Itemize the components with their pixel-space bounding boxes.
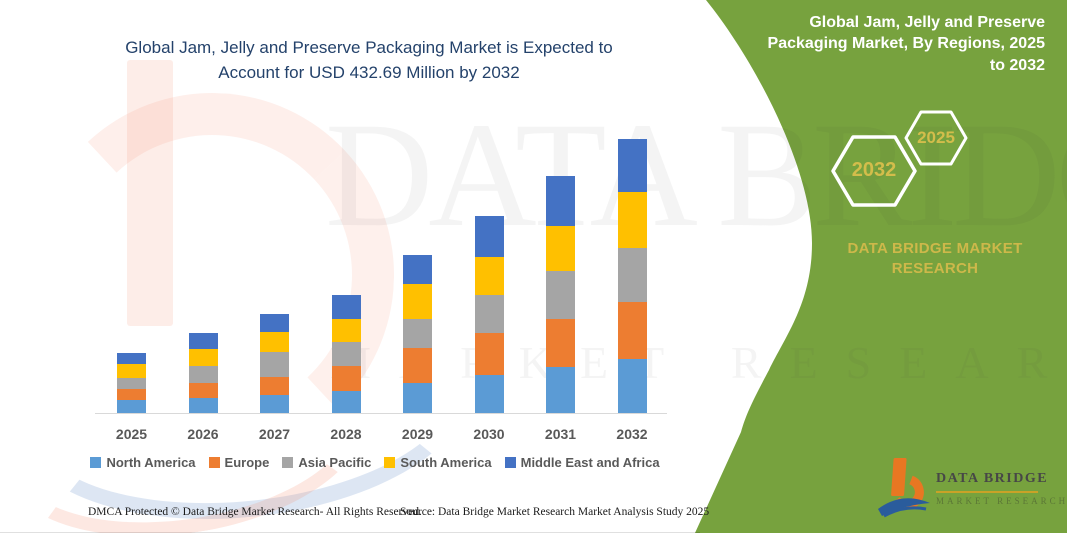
x-axis-label: 2030 (473, 426, 505, 442)
legend-swatch (208, 457, 220, 468)
legend-swatch (282, 457, 294, 468)
x-axis-label: 2029 (401, 426, 434, 442)
legend-label: Europe (224, 455, 270, 470)
x-axis-label: 2027 (258, 426, 291, 442)
legend-item: South America (384, 455, 492, 470)
brand-wordmark-line1: DATA BRIDGE MARKET (847, 240, 1023, 257)
databridge-logo-icon (878, 458, 930, 518)
legend-swatch (90, 457, 102, 468)
watermark-text-databridge: DATA BRIDGE (325, 92, 1067, 258)
footer-source-text: Source: Data Bridge Market Research Mark… (400, 506, 710, 518)
legend-item: Europe (208, 455, 270, 470)
legend-swatch (504, 457, 516, 468)
brand-wordmark: DATA BRIDGE MARKET RESEARCH (840, 239, 1030, 280)
legend-label: Asia Pacific (298, 455, 372, 470)
x-axis-label: 2028 (330, 426, 362, 442)
hexagon-2032-label: 2032 (851, 159, 897, 181)
x-axis-label: 2025 (115, 426, 148, 442)
legend-label: South America (400, 455, 492, 470)
x-axis-label: 2032 (616, 426, 648, 442)
legend-label: Middle East and Africa (520, 455, 660, 470)
databridge-logo-name: DATA BRIDGE (936, 471, 1049, 486)
hexagon-2025-label: 2025 (917, 128, 955, 147)
watermark-text-marketresearch: MARKET RESEARCH (330, 337, 1067, 388)
legend-label: North America (106, 455, 196, 470)
legend-item: North America (90, 455, 196, 470)
databridge-logo-subtext: MARKET RESEARCH (936, 496, 1067, 506)
chart-legend: North America Europe Asia Pacific South Ame… (78, 455, 672, 470)
watermark-logo-bar (127, 60, 173, 326)
x-axis-label: 2026 (187, 426, 219, 442)
x-axis-line (95, 413, 667, 414)
databridge-logo-underline (936, 491, 1038, 493)
footer-dmca-text: DMCA Protected © Data Bridge Market Rese… (88, 506, 422, 518)
legend-item: Asia Pacific (282, 455, 371, 470)
legend-item: Middle East and Africa (504, 455, 660, 470)
legend-swatch (384, 457, 396, 468)
brand-wordmark-line2: RESEARCH (891, 260, 979, 278)
panel-heading: Global Jam, Jelly and Preserve Packaging… (767, 14, 1045, 74)
chart-title: Global Jam, Jelly and Preserve Packaging… (125, 38, 613, 82)
x-axis-label: 2031 (544, 426, 577, 442)
